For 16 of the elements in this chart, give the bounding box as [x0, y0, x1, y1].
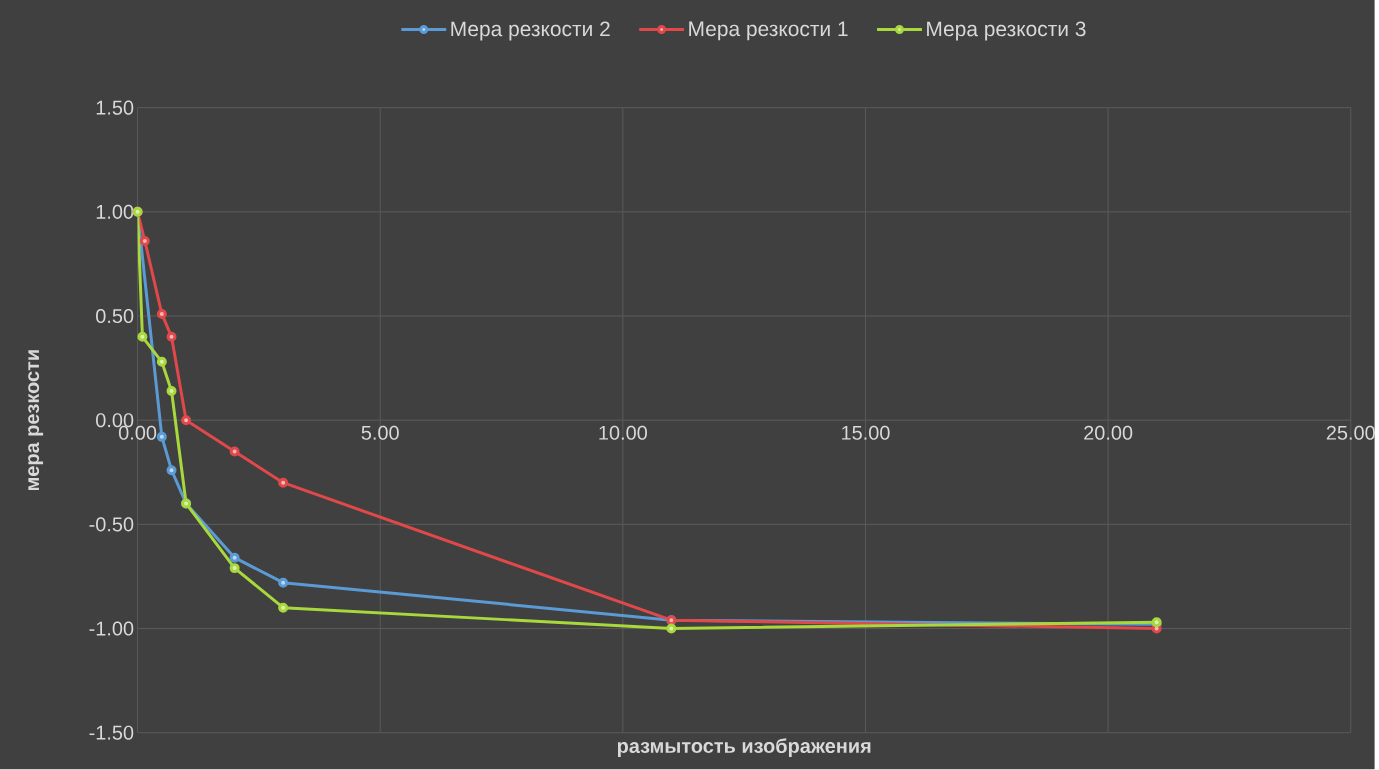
y-tick-label: 0.50	[96, 309, 134, 324]
y-tick-label: -1.00	[89, 621, 134, 636]
x-tick-label: 25.00	[1326, 425, 1375, 441]
legend-label: Мера резкости 3	[927, 21, 1086, 41]
x-tick-label: 15.00	[842, 425, 890, 441]
legend-label: Мера резкости 1	[689, 21, 848, 41]
x-tick-label: 20.00	[1084, 425, 1133, 441]
y-axis-title: мера резкости	[28, 350, 44, 491]
x-axis-title: размытость изображения	[617, 738, 871, 758]
y-tick-label: -1.50	[89, 725, 134, 740]
x-tick-label: 10.00	[599, 425, 647, 441]
legend-label: Мера резкости 2	[451, 21, 610, 41]
y-tick-label: 1.00	[96, 204, 134, 220]
x-tick-label: 5.00	[361, 425, 399, 441]
y-tick-label: -0.50	[89, 517, 134, 532]
y-tick-label: 1.50	[96, 100, 134, 115]
